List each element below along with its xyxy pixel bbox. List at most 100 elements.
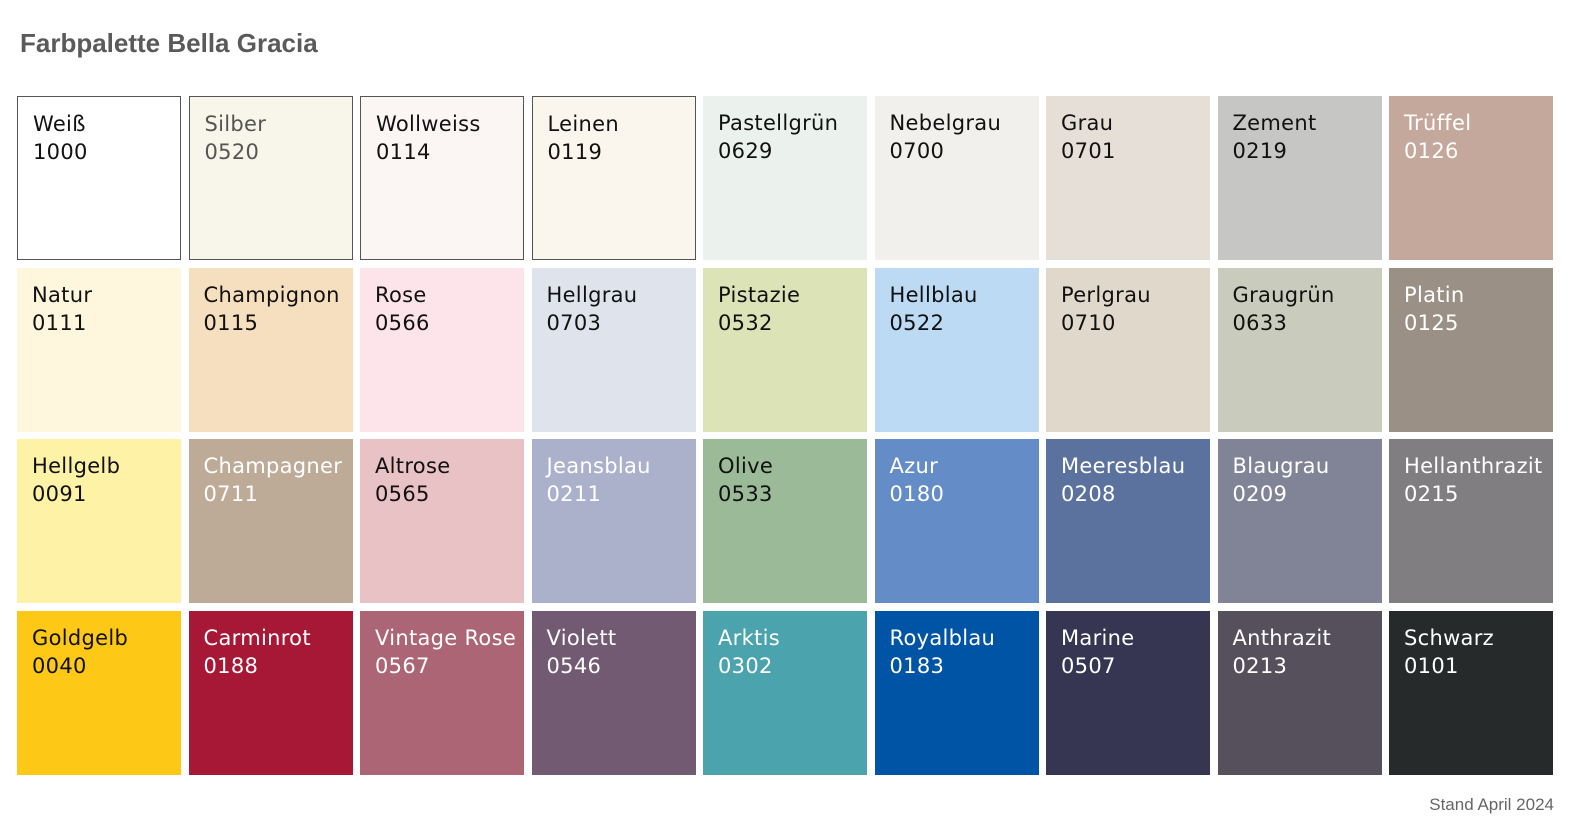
swatch-code: 0711 bbox=[203, 482, 259, 506]
swatch-name: Nebelgrau bbox=[889, 111, 1002, 135]
swatch-name: Royalblau bbox=[889, 625, 996, 650]
swatch-code: 0700 bbox=[889, 139, 945, 163]
swatch-name: Hellgelb bbox=[32, 454, 121, 478]
swatch-name: Schwarz bbox=[1404, 625, 1494, 650]
swatch-code: 0219 bbox=[1232, 139, 1288, 163]
swatch-code: 0522 bbox=[889, 310, 945, 335]
color-swatch: Wollweiss 0114 bbox=[360, 96, 524, 260]
swatch-name: Olive bbox=[718, 454, 774, 478]
swatch-name: Platin bbox=[1404, 282, 1465, 307]
swatch-code: 0565 bbox=[375, 482, 430, 506]
color-swatch: Altrose 0565 bbox=[360, 439, 524, 603]
title: Farbpalette Bella Gracia bbox=[20, 28, 318, 58]
footer-note: Stand April 2024 bbox=[1429, 795, 1554, 814]
swatch-code: 0183 bbox=[889, 653, 945, 678]
color-swatch: Blaugrau 0209 bbox=[1217, 439, 1382, 603]
swatch-name: Silber bbox=[204, 112, 267, 136]
swatch-code: 0507 bbox=[1061, 653, 1116, 678]
swatch-name: Zement bbox=[1232, 111, 1317, 135]
color-swatch: Schwarz 0101 bbox=[1389, 610, 1553, 775]
swatch-name: Goldgelb bbox=[32, 625, 129, 650]
swatch-name: Perlgrau bbox=[1061, 282, 1151, 307]
swatch-name: Jeansblau bbox=[546, 454, 651, 478]
color-swatch: Natur 0111 bbox=[17, 267, 181, 432]
color-swatch: Leinen 0119 bbox=[531, 96, 696, 260]
color-swatch: Vintage Rose 0567 bbox=[360, 610, 524, 775]
swatch-code: 0546 bbox=[546, 653, 602, 678]
swatch-name: Blaugrau bbox=[1232, 454, 1330, 478]
swatch-code: 0520 bbox=[204, 140, 260, 164]
swatch-name: Pistazie bbox=[718, 282, 801, 307]
swatch-code: 0125 bbox=[1404, 310, 1459, 335]
color-swatch: Hellgrau 0703 bbox=[531, 267, 696, 432]
color-swatch: Marine 0507 bbox=[1046, 610, 1210, 775]
swatch-name: Hellblau bbox=[889, 282, 978, 307]
swatch-name: Graugrün bbox=[1232, 282, 1335, 307]
swatch-code: 0532 bbox=[718, 310, 773, 335]
swatch-code: 0208 bbox=[1061, 482, 1116, 506]
swatch-code: 0180 bbox=[889, 482, 945, 506]
swatch-name: Weiß bbox=[33, 112, 86, 136]
swatch-name: Wollweiss bbox=[376, 112, 481, 136]
color-swatch: Olive 0533 bbox=[703, 439, 867, 603]
swatch-code: 0111 bbox=[32, 310, 87, 335]
swatch-name: Grau bbox=[1061, 111, 1114, 135]
swatch-code: 0114 bbox=[376, 140, 431, 164]
swatch-name: Meeresblau bbox=[1061, 454, 1186, 478]
color-swatch: Carminrot 0188 bbox=[188, 610, 353, 775]
color-swatch: Hellgelb 0091 bbox=[17, 439, 181, 603]
color-swatch: Royalblau 0183 bbox=[874, 610, 1039, 775]
color-swatch: Trüffel 0126 bbox=[1389, 96, 1553, 260]
color-swatch: Jeansblau 0211 bbox=[531, 439, 696, 603]
swatch-name: Champignon bbox=[203, 282, 340, 307]
color-swatch: Meeresblau 0208 bbox=[1046, 439, 1210, 603]
color-swatch: Grau 0701 bbox=[1046, 96, 1210, 260]
swatch-code: 0703 bbox=[546, 310, 602, 335]
swatch-name: Leinen bbox=[547, 112, 619, 136]
color-swatch: Nebelgrau 0700 bbox=[874, 96, 1039, 260]
color-swatch: Violett 0546 bbox=[531, 610, 696, 775]
swatch-code: 0629 bbox=[718, 139, 773, 163]
color-swatch: Hellanthrazit 0215 bbox=[1389, 439, 1553, 603]
swatch-name: Trüffel bbox=[1404, 111, 1472, 135]
swatch-code: 0302 bbox=[718, 653, 773, 678]
swatch-code: 0188 bbox=[203, 653, 259, 678]
color-swatch: Pastellgrün 0629 bbox=[703, 96, 867, 260]
color-swatch: Graugrün 0633 bbox=[1217, 267, 1382, 432]
swatch-code: 0101 bbox=[1404, 653, 1459, 678]
swatch-code: 1000 bbox=[33, 140, 88, 164]
swatch-name: Carminrot bbox=[203, 625, 311, 650]
swatch-name: Violett bbox=[546, 625, 617, 650]
color-swatch: Platin 0125 bbox=[1389, 267, 1553, 432]
swatch-code: 0710 bbox=[1061, 310, 1116, 335]
swatch-code: 0091 bbox=[32, 482, 87, 506]
swatch-code: 0533 bbox=[718, 482, 773, 506]
swatch-code: 0126 bbox=[1404, 139, 1459, 163]
swatch-name: Altrose bbox=[375, 454, 451, 478]
swatch-name: Hellanthrazit bbox=[1404, 454, 1543, 478]
color-swatch: Perlgrau 0710 bbox=[1046, 267, 1210, 432]
swatch-code: 0701 bbox=[1061, 139, 1116, 163]
swatch-code: 0115 bbox=[203, 310, 259, 335]
color-swatch: Champignon 0115 bbox=[188, 267, 353, 432]
swatch-code: 0209 bbox=[1232, 482, 1288, 506]
swatch-name: Natur bbox=[32, 282, 93, 307]
swatch-code: 0040 bbox=[32, 653, 87, 678]
color-swatch: Zement 0219 bbox=[1217, 96, 1382, 260]
swatch-name: Rose bbox=[375, 282, 427, 307]
swatch-name: Anthrazit bbox=[1232, 625, 1332, 650]
color-swatch: Rose 0566 bbox=[360, 267, 524, 432]
color-swatch: Arktis 0302 bbox=[703, 610, 867, 775]
swatch-code: 0211 bbox=[546, 482, 602, 506]
swatch-name: Azur bbox=[889, 454, 939, 478]
swatch-name: Arktis bbox=[718, 625, 780, 650]
swatch-code: 0567 bbox=[375, 653, 430, 678]
swatch-name: Vintage Rose bbox=[375, 625, 517, 650]
swatch-name: Champagner bbox=[203, 454, 343, 478]
swatch-code: 0213 bbox=[1232, 653, 1288, 678]
swatch-name: Marine bbox=[1061, 625, 1135, 650]
color-swatch: Hellblau 0522 bbox=[874, 267, 1039, 432]
swatch-code: 0119 bbox=[547, 140, 603, 164]
color-swatch: Azur 0180 bbox=[874, 439, 1039, 603]
